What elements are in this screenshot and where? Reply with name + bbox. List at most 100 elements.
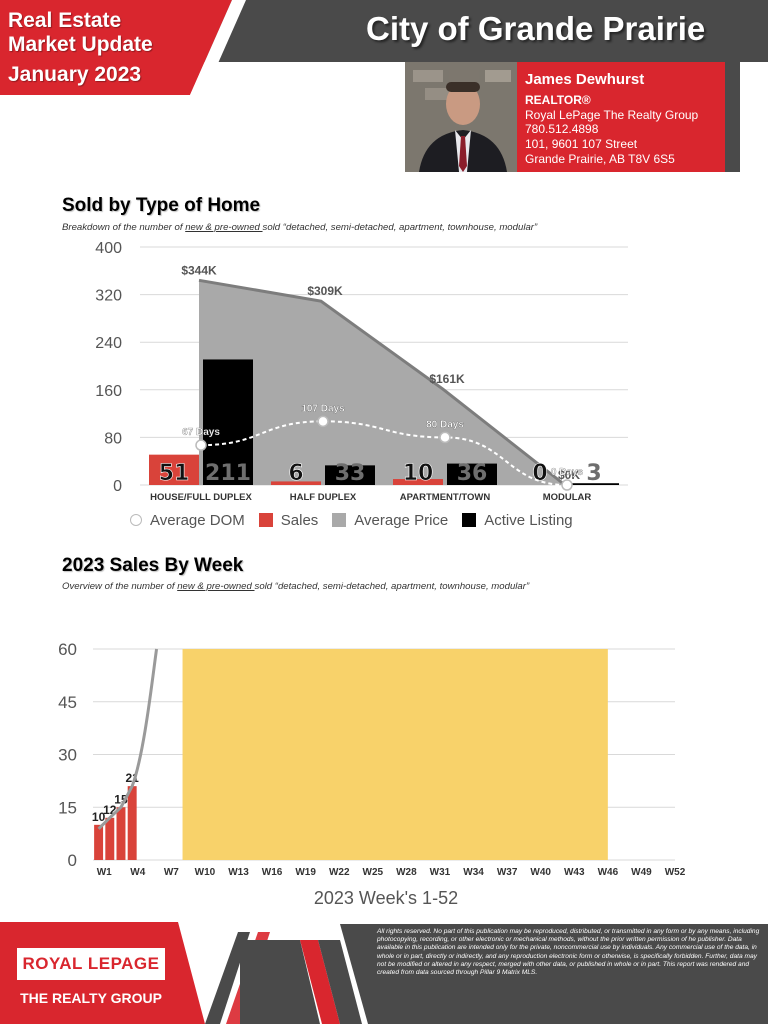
section2-subtitle-pre: Overview of the number of xyxy=(62,581,178,592)
average-dom-line xyxy=(200,420,568,486)
weekly-sales-bar xyxy=(127,786,137,860)
future-weeks-block xyxy=(182,649,608,860)
section2-title: 2023 Sales By Week xyxy=(62,555,244,576)
logo-tagline: THE REALTY GROUP xyxy=(20,990,162,1006)
active-listing-bar xyxy=(447,463,497,485)
legend-item-average-price: Average Price xyxy=(332,512,448,529)
agent-brokerage: Royal LePage The Realty Group xyxy=(525,108,699,122)
active-listing-bar xyxy=(325,465,375,485)
average-dom-label: 0 Days xyxy=(551,467,584,478)
average-price-line xyxy=(198,278,566,487)
active-listing-value-label: 36 xyxy=(457,461,488,486)
x-tick-label: W4 xyxy=(130,867,145,878)
x-tick-label: W49 xyxy=(631,867,652,878)
sales-value-label: 51 xyxy=(159,461,190,486)
average-price-area xyxy=(199,280,565,485)
section1-subtitle-post: sold “detached, semi-detached, apartment… xyxy=(262,222,538,233)
legend-swatch-active-listing xyxy=(462,513,477,527)
section2-subtitle-underlined: new & pre-owned xyxy=(177,581,255,592)
x-tick-label: W25 xyxy=(363,867,384,878)
average-dom-point xyxy=(195,439,207,451)
disclaimer-text: All rights reserved. No part of this pub… xyxy=(377,928,760,977)
x-tick-label: W22 xyxy=(329,867,350,878)
category-label: HALF DUPLEX xyxy=(290,492,357,503)
x-tick-label: W13 xyxy=(228,867,249,878)
y-tick-label: 240 xyxy=(95,335,122,352)
legend-label-average-dom: Average DOM xyxy=(150,511,245,529)
y-tick-label: 30 xyxy=(58,746,77,765)
y-tick-label: 0 xyxy=(113,478,122,495)
x-axis-title: 2023 Week's 1-52 xyxy=(314,888,458,908)
y-tick-label: 80 xyxy=(104,430,122,447)
x-tick-label: W40 xyxy=(530,867,551,878)
agent-photo xyxy=(405,62,517,172)
y-tick-label: 400 xyxy=(95,240,122,257)
x-tick-label: W52 xyxy=(665,867,686,878)
agent-card xyxy=(517,62,725,172)
category-label: MODULAR xyxy=(543,492,592,503)
x-tick-label: W43 xyxy=(564,867,585,878)
average-dom-point xyxy=(317,415,329,428)
average-dom-label: 67 Days xyxy=(182,427,220,438)
report-title-line1: Real Estate xyxy=(8,9,122,32)
legend-item-active-listing: Active Listing xyxy=(462,511,573,529)
average-price-label: $309K xyxy=(307,284,343,298)
y-tick-label: 45 xyxy=(58,693,77,712)
x-tick-label: W34 xyxy=(463,867,484,878)
legend-swatch-average-price xyxy=(332,513,347,527)
weekly-trend-line xyxy=(97,648,159,830)
report-title-line2: Market Update xyxy=(8,33,153,56)
category-label: APARTMENT/TOWN xyxy=(400,492,491,503)
active-listing-bar xyxy=(569,483,619,485)
y-tick-label: 15 xyxy=(58,798,77,817)
legend-swatch-average-dom xyxy=(130,514,142,526)
active-listing-value-label: 211 xyxy=(205,461,251,486)
sales-bar xyxy=(149,454,199,485)
x-tick-label: W46 xyxy=(598,867,619,878)
x-tick-label: W28 xyxy=(396,867,417,878)
weekly-sales-bar xyxy=(105,817,115,860)
sales-value-label: 10 xyxy=(403,461,434,486)
legend-item-average-dom: Average DOM xyxy=(130,512,245,529)
weekly-sales-bar xyxy=(116,807,126,860)
x-tick-label: W10 xyxy=(195,867,216,878)
y-tick-label: 60 xyxy=(58,640,77,659)
average-dom-label: 80 Days xyxy=(426,419,464,430)
average-dom-point xyxy=(561,479,573,491)
x-tick-label: W19 xyxy=(295,867,316,878)
section2-subtitle: Overview of the number of new & pre-owne… xyxy=(62,581,529,592)
weekly-sales-bar xyxy=(94,824,104,860)
legend-swatch-sales xyxy=(258,513,273,527)
average-dom-point xyxy=(439,431,451,444)
x-tick-label: W7 xyxy=(164,867,179,878)
report-month: January 2023 xyxy=(8,63,142,86)
legend-label-active-listing: Active Listing xyxy=(484,511,573,529)
sales-bar xyxy=(271,481,321,485)
average-price-label: $0K xyxy=(558,468,580,482)
agent-address-line1: 101, 9601 107 Street xyxy=(525,137,638,151)
y-tick-label: 160 xyxy=(95,383,122,400)
average-price-label: $161K xyxy=(429,372,465,386)
legend-item-sales: Sales xyxy=(258,512,318,529)
x-tick-label: W16 xyxy=(262,867,283,878)
section1-subtitle-underlined: new & pre-owned xyxy=(185,222,263,233)
agent-role: REALTOR® xyxy=(525,93,591,107)
city-title: City of Grande Prairie xyxy=(366,10,706,47)
y-tick-label: 320 xyxy=(95,288,122,305)
y-tick-label: 0 xyxy=(68,851,77,870)
average-dom-label: 107 Days xyxy=(301,403,345,414)
x-tick-label: W31 xyxy=(430,867,451,878)
section2-subtitle-post: sold “detached, semi-detached, apartment… xyxy=(254,581,530,592)
section1-subtitle: Breakdown of the number of new & pre-own… xyxy=(62,222,537,233)
sales-bar xyxy=(393,479,443,485)
average-price-label: $344K xyxy=(181,263,217,277)
agent-phone: 780.512.4898 xyxy=(525,122,599,136)
x-tick-label: W1 xyxy=(97,867,112,878)
chart1-legend: Average DOM Sales Average Price Active L… xyxy=(130,508,573,532)
header-banner xyxy=(0,0,768,172)
section1-subtitle-pre: Breakdown of the number of xyxy=(62,222,186,233)
section1-title: Sold by Type of Home xyxy=(62,195,261,216)
sales-value-label: 6 xyxy=(288,461,303,486)
